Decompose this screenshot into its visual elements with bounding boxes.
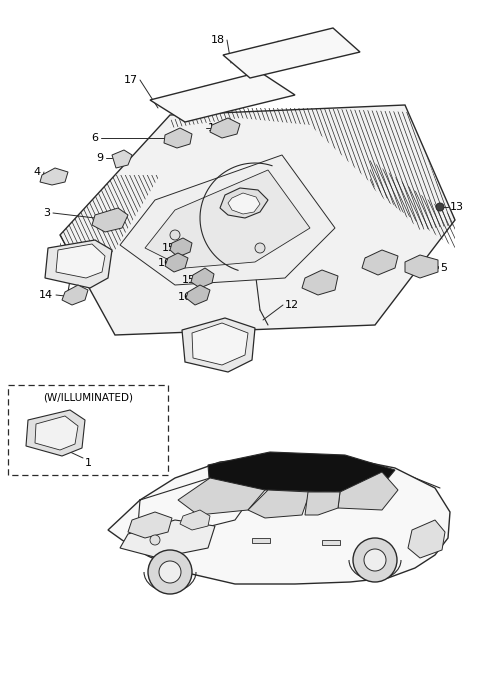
Bar <box>252 538 270 543</box>
Circle shape <box>255 243 265 253</box>
Polygon shape <box>208 452 395 492</box>
Polygon shape <box>405 255 438 278</box>
Text: 13: 13 <box>450 202 464 212</box>
Circle shape <box>436 203 444 211</box>
Circle shape <box>148 550 192 594</box>
Text: 17: 17 <box>124 75 138 85</box>
Polygon shape <box>362 250 398 275</box>
Text: 18: 18 <box>211 35 225 45</box>
Polygon shape <box>210 118 240 138</box>
Text: 16: 16 <box>158 258 172 268</box>
Polygon shape <box>108 456 450 584</box>
Text: 11: 11 <box>208 123 222 133</box>
Polygon shape <box>408 520 445 558</box>
Polygon shape <box>165 253 188 272</box>
Text: 10: 10 <box>364 257 378 267</box>
Polygon shape <box>228 193 260 214</box>
Polygon shape <box>182 318 255 372</box>
Circle shape <box>170 230 180 240</box>
Polygon shape <box>170 238 192 257</box>
Text: (W/ILLUMINATED): (W/ILLUMINATED) <box>43 393 133 403</box>
Polygon shape <box>112 150 132 168</box>
Polygon shape <box>248 490 310 518</box>
Circle shape <box>364 549 386 571</box>
Polygon shape <box>56 244 105 278</box>
Text: 6: 6 <box>91 133 98 143</box>
Text: 16: 16 <box>178 292 192 302</box>
Polygon shape <box>92 208 128 232</box>
Polygon shape <box>60 105 455 335</box>
Polygon shape <box>145 170 310 268</box>
Polygon shape <box>150 72 295 122</box>
Text: 15: 15 <box>182 275 196 285</box>
Polygon shape <box>120 520 215 558</box>
Polygon shape <box>192 323 248 365</box>
Text: 12: 12 <box>285 300 299 310</box>
Text: 3: 3 <box>43 208 50 218</box>
Polygon shape <box>40 168 68 185</box>
Polygon shape <box>128 512 172 538</box>
Polygon shape <box>223 28 360 78</box>
Text: 5: 5 <box>440 263 447 273</box>
Polygon shape <box>62 285 88 305</box>
Polygon shape <box>164 128 192 148</box>
Polygon shape <box>35 416 78 450</box>
Polygon shape <box>180 510 210 530</box>
Polygon shape <box>186 285 210 305</box>
Polygon shape <box>220 188 268 218</box>
Text: 14: 14 <box>39 290 53 300</box>
Polygon shape <box>26 410 85 456</box>
Text: 15: 15 <box>162 243 176 253</box>
Polygon shape <box>302 270 338 295</box>
Circle shape <box>159 561 181 583</box>
Text: 8: 8 <box>315 280 322 290</box>
Polygon shape <box>191 268 214 288</box>
Circle shape <box>353 538 397 582</box>
Polygon shape <box>305 492 340 515</box>
Text: 9: 9 <box>96 153 103 163</box>
Bar <box>322 540 340 545</box>
Text: 7: 7 <box>241 205 248 215</box>
Circle shape <box>150 535 160 545</box>
Text: 4: 4 <box>34 167 41 177</box>
Text: 1: 1 <box>208 343 215 353</box>
Text: 1: 1 <box>84 458 92 468</box>
Polygon shape <box>45 240 112 288</box>
Polygon shape <box>120 155 335 285</box>
Bar <box>8 385 168 475</box>
Polygon shape <box>338 472 398 510</box>
Polygon shape <box>178 478 265 515</box>
Text: 2: 2 <box>63 247 70 257</box>
